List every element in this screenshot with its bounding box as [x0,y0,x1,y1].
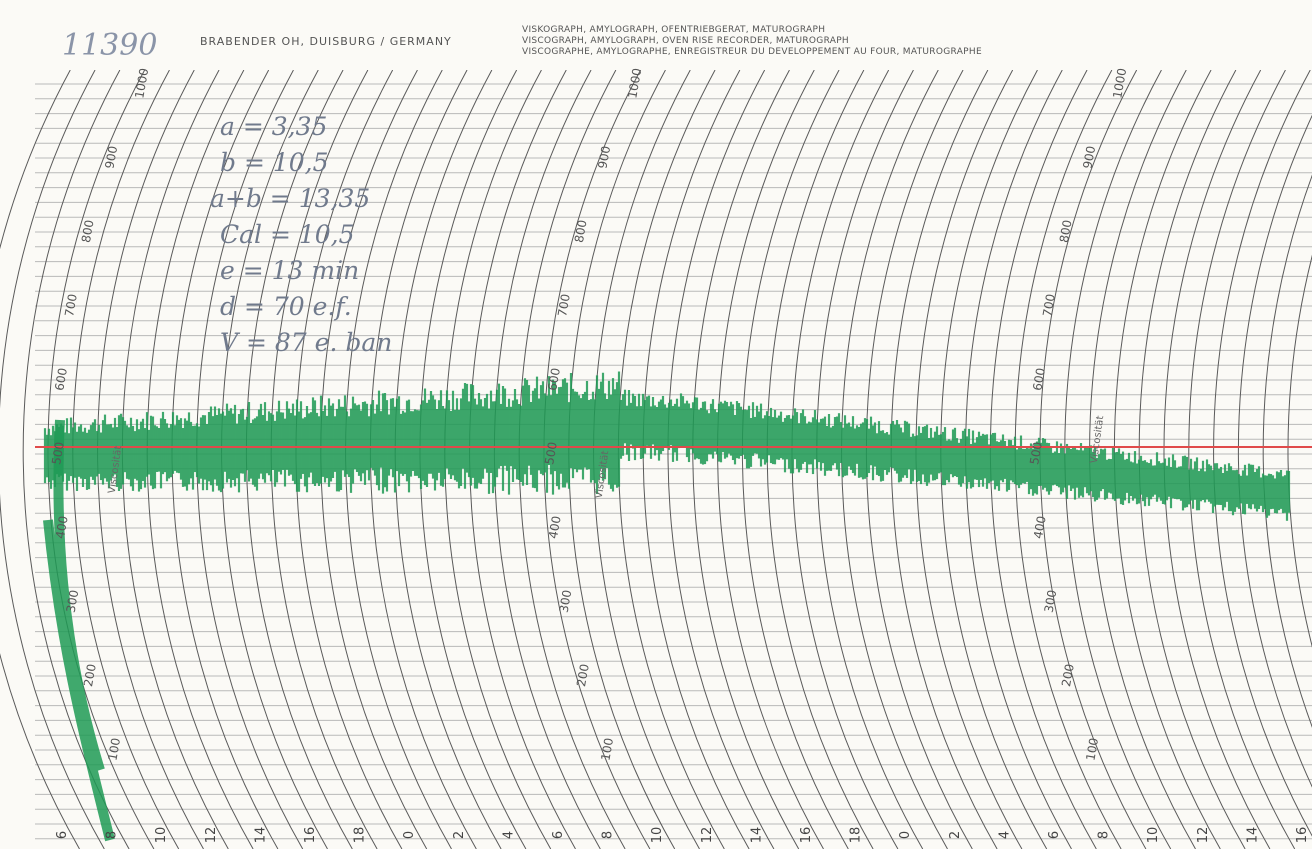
time-label: 8 [1097,831,1112,839]
header-line: VISCOGRAPH, AMYLOGRAPH, OVEN RISE RECORD… [522,36,849,46]
time-label: 2 [948,831,963,839]
note: V = 87 e. ban [220,328,392,357]
time-label: 2 [452,831,467,839]
time-label: 14 [253,827,268,844]
time-label: 0 [898,831,913,839]
maker: BRABENDER OH, DUISBURG / GERMANY [200,35,452,48]
time-label: 14 [1245,827,1260,844]
time-label: 16 [799,827,814,844]
time-label: 14 [749,827,764,844]
time-label: 0 [402,831,417,839]
time-label: 12 [204,827,219,844]
time-label: 6 [55,831,70,839]
time-label: 4 [501,831,516,839]
time-label: 12 [1196,827,1211,844]
header-line: VISKOGRAPH, AMYLOGRAPH, OFENTRIEBGERAT, … [522,25,825,35]
time-label: 16 [303,827,318,844]
time-label: 6 [551,831,566,839]
note: a+b = 13,35 [210,184,370,213]
time-label: 10 [1146,827,1161,844]
time-label: 10 [154,827,169,844]
chart-paper: 11390 BRABENDER OH, DUISBURG / GERMANY V… [0,0,1312,849]
note: e = 13 min [220,256,359,285]
note: a = 3,35 [220,112,327,141]
time-label: 10 [650,827,665,844]
time-label: 18 [849,827,864,844]
time-label: 4 [997,831,1012,839]
time-label: 6 [1047,831,1062,839]
chart-number: 11390 [62,28,157,63]
time-label: 16 [1295,827,1310,844]
note: Cal = 10,5 [220,220,355,249]
time-label: 8 [601,831,616,839]
time-label: 18 [353,827,368,844]
note: d = 70 e.f. [220,292,352,321]
header-line: VISCOGRAPHE, AMYLOGRAPHE, ENREGISTREUR D… [522,47,982,57]
time-label: 12 [700,827,715,844]
note: b = 10,5 [220,148,329,177]
time-label: 8 [105,831,120,839]
header-band [0,0,1312,70]
